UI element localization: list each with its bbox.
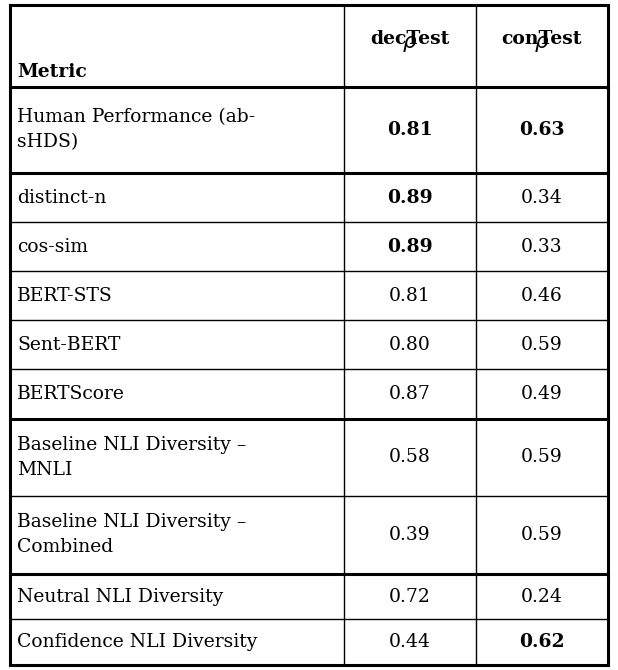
Text: 0.59: 0.59 — [521, 448, 563, 466]
Text: 0.59: 0.59 — [521, 526, 563, 544]
Text: Neutral NLI Diversity: Neutral NLI Diversity — [17, 588, 224, 606]
Text: conTest: conTest — [502, 29, 582, 48]
Text: 0.39: 0.39 — [389, 526, 431, 544]
Text: Metric: Metric — [17, 64, 87, 82]
Text: Baseline NLI Diversity –
Combined: Baseline NLI Diversity – Combined — [17, 513, 247, 556]
Text: 0.33: 0.33 — [521, 238, 563, 256]
Text: decTest: decTest — [370, 29, 449, 48]
Text: Human Performance (ab-
sHDS): Human Performance (ab- sHDS) — [17, 109, 256, 151]
Text: 0.44: 0.44 — [389, 633, 431, 651]
Text: $\rho$: $\rho$ — [534, 31, 549, 54]
Text: distinct-n: distinct-n — [17, 188, 107, 206]
Text: 0.24: 0.24 — [521, 588, 563, 606]
Text: BERTScore: BERTScore — [17, 385, 125, 403]
Text: 0.58: 0.58 — [389, 448, 431, 466]
Text: 0.87: 0.87 — [389, 385, 431, 403]
Text: Confidence NLI Diversity: Confidence NLI Diversity — [17, 633, 258, 651]
Text: 0.46: 0.46 — [521, 287, 563, 305]
Text: 0.72: 0.72 — [389, 588, 431, 606]
Text: Sent-BERT: Sent-BERT — [17, 336, 121, 354]
Text: 0.59: 0.59 — [521, 336, 563, 354]
Text: 0.62: 0.62 — [519, 633, 565, 651]
Text: 0.89: 0.89 — [387, 188, 433, 206]
Text: Baseline NLI Diversity –
MNLI: Baseline NLI Diversity – MNLI — [17, 436, 247, 479]
Text: 0.81: 0.81 — [387, 121, 433, 139]
Text: BERT-STS: BERT-STS — [17, 287, 113, 305]
Text: 0.49: 0.49 — [521, 385, 563, 403]
Text: 0.34: 0.34 — [521, 188, 563, 206]
Text: $\rho$: $\rho$ — [402, 31, 418, 54]
Text: 0.63: 0.63 — [519, 121, 565, 139]
Text: 0.81: 0.81 — [389, 287, 431, 305]
Text: 0.80: 0.80 — [389, 336, 431, 354]
Text: cos-sim: cos-sim — [17, 238, 88, 256]
Text: 0.89: 0.89 — [387, 238, 433, 256]
